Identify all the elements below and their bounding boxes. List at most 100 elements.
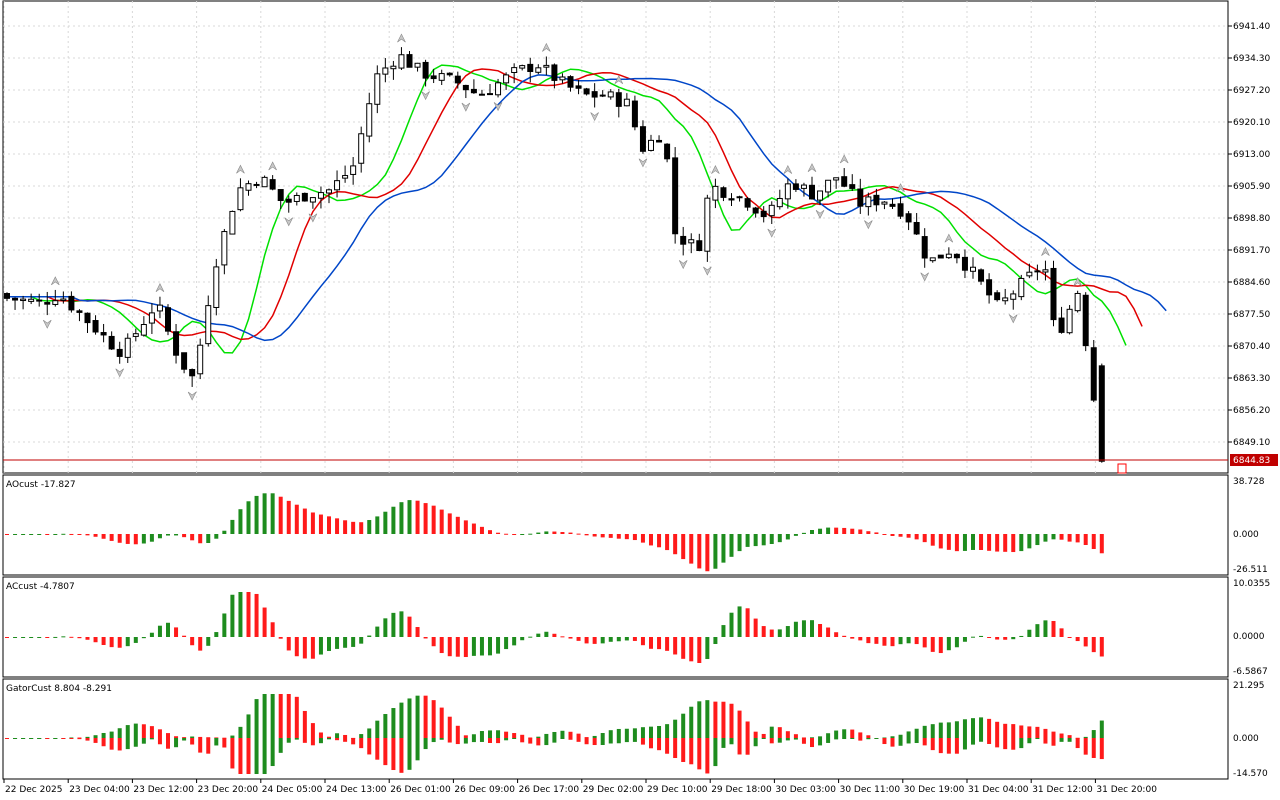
ac-bar (463, 637, 468, 658)
candle-body (897, 203, 904, 217)
ac-bar (624, 637, 629, 641)
gator-up-bar (938, 722, 943, 738)
ao-panel[interactable] (2, 474, 1229, 576)
ao-bar (995, 534, 1000, 552)
main-price-panel[interactable] (2, 0, 1229, 474)
ao-axis-bottom: -26.511 (1233, 565, 1268, 575)
ac-bar (914, 637, 919, 645)
ac-bar (359, 637, 364, 644)
ao-bar (632, 534, 637, 541)
candle-body (712, 185, 719, 201)
ma-slow-line (7, 74, 1167, 342)
time-axis-label: 24 Dec 13:00 (326, 785, 387, 795)
price-axis: 6941.40 6934.30 6927.20 6920.10 6913.00 6905.… (1228, 22, 1270, 448)
candle-body (293, 194, 300, 202)
gator-down-bar (375, 738, 380, 760)
fractal-down-icon (815, 209, 825, 219)
gator-up-bar (616, 728, 621, 738)
gator-up-bar (1067, 735, 1072, 738)
ac-bar (415, 627, 420, 637)
gator-down-bar (447, 738, 452, 743)
time-axis-label: 24 Dec 05:00 (262, 785, 323, 795)
gator-up-bar (302, 710, 307, 738)
gator-down-bar (109, 738, 114, 750)
gator-up-bar (343, 734, 348, 738)
ac-bar (77, 637, 82, 639)
candle-body (1018, 277, 1025, 298)
candle-body (720, 187, 727, 198)
gator-up-bar (632, 728, 637, 738)
ac-bar (890, 637, 895, 647)
current-price-label: 6844.83 (1233, 456, 1270, 466)
ao-bar (133, 534, 138, 545)
gator-up-bar (576, 733, 581, 738)
candle-body (309, 197, 316, 203)
candle-body (583, 88, 590, 95)
candle-body (728, 198, 735, 201)
fractal-up-icon (268, 161, 277, 171)
ao-bar (278, 496, 283, 534)
ac-bar (1003, 637, 1008, 640)
gator-up-bar (512, 733, 517, 738)
ac-bar (455, 637, 460, 657)
gator-up-bar (971, 718, 975, 738)
gator-up-bar (552, 731, 557, 738)
ac-bar (496, 637, 501, 654)
ac-bar (850, 637, 855, 639)
candle-body (197, 344, 204, 375)
gator-down-bar (785, 738, 790, 741)
ao-bar (1051, 534, 1056, 540)
ac-bar (866, 637, 871, 644)
gator-down-bar (85, 738, 90, 741)
ao-bar (850, 528, 855, 534)
ac-bar (182, 635, 187, 637)
fractal-up-icon (839, 154, 849, 164)
time-axis-label: 29 Dec 10:00 (647, 785, 708, 795)
gator-up-bar (1003, 723, 1008, 738)
ao-bar (1027, 534, 1032, 549)
gator-up-bar (624, 728, 629, 738)
ac-bar (1099, 637, 1104, 657)
candle-body (1010, 293, 1017, 300)
candle-body (92, 320, 99, 333)
ao-bar (938, 534, 943, 549)
candle-body (849, 184, 856, 189)
candle-body (213, 266, 220, 308)
ao-bar (874, 532, 879, 534)
gator-down-bar (488, 738, 492, 743)
gator-up-bar (721, 701, 726, 738)
gator-up-bar (109, 731, 114, 738)
candle-body (825, 179, 832, 193)
gator-up-bar (793, 734, 798, 738)
ao-bar (254, 495, 259, 534)
gator-panel[interactable] (2, 678, 1229, 780)
ac-bar (552, 633, 557, 637)
gator-up-bar (318, 732, 323, 738)
gator-up-bar (608, 730, 613, 738)
ac-panel[interactable] (2, 576, 1229, 678)
candle-body (664, 143, 671, 160)
ac-bar (600, 637, 605, 644)
gator-down-bar (995, 738, 1000, 748)
ac-bar (391, 612, 396, 637)
ac-bar (737, 606, 742, 637)
ac-bar (262, 607, 267, 637)
gator-down-bar (544, 738, 549, 746)
gator-down-bar (842, 738, 847, 740)
gator-up-bar (882, 737, 887, 739)
gator-up-bar (117, 728, 122, 738)
ao-bar (592, 534, 597, 537)
gator-up-bar (954, 721, 959, 738)
candle-body (1026, 271, 1033, 277)
gator-up-bar (399, 702, 404, 738)
candle-body (124, 337, 131, 358)
fractal-down-icon (42, 319, 52, 329)
fractal-up-icon (944, 233, 954, 243)
ao-bar (206, 534, 211, 544)
gator-up-bar (1011, 724, 1016, 738)
ac-bar (166, 622, 170, 637)
gator-up-bar (753, 731, 758, 738)
candle-body (905, 213, 912, 223)
ac-bar (109, 637, 114, 648)
